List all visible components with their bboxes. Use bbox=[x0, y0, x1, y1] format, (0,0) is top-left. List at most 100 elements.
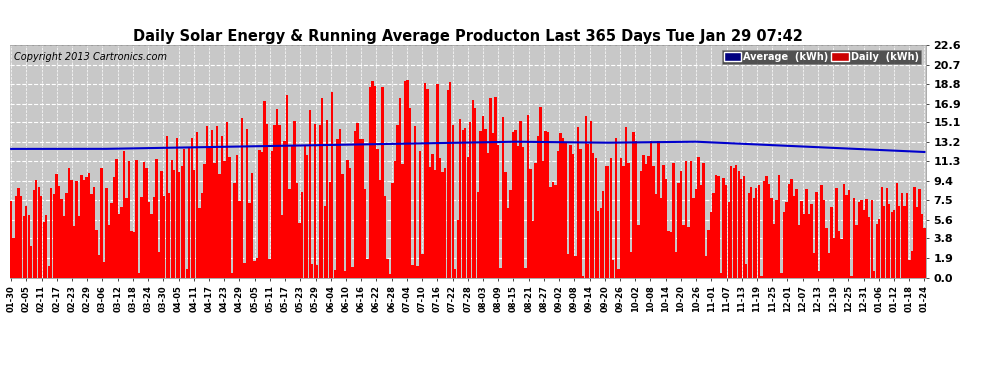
Bar bbox=[221, 136, 223, 278]
Bar bbox=[617, 269, 620, 278]
Bar bbox=[196, 132, 198, 278]
Bar bbox=[546, 132, 549, 278]
Bar bbox=[40, 195, 43, 278]
Bar bbox=[474, 108, 476, 278]
Bar bbox=[659, 198, 662, 278]
Bar bbox=[855, 225, 858, 278]
Bar bbox=[23, 216, 25, 278]
Bar bbox=[128, 161, 131, 278]
Bar bbox=[131, 231, 133, 278]
Bar bbox=[535, 162, 537, 278]
Bar bbox=[742, 176, 744, 278]
Bar bbox=[507, 209, 509, 278]
Bar bbox=[170, 160, 173, 278]
Bar bbox=[870, 200, 873, 278]
Bar bbox=[469, 122, 471, 278]
Bar bbox=[268, 259, 270, 278]
Bar bbox=[409, 108, 411, 278]
Bar bbox=[901, 194, 903, 278]
Bar bbox=[772, 224, 775, 278]
Bar bbox=[675, 252, 677, 278]
Bar bbox=[412, 265, 414, 278]
Bar bbox=[850, 276, 852, 278]
Bar bbox=[551, 182, 554, 278]
Bar bbox=[70, 180, 72, 278]
Bar bbox=[841, 239, 842, 278]
Bar bbox=[218, 174, 221, 278]
Bar bbox=[116, 159, 118, 278]
Bar bbox=[83, 180, 85, 278]
Bar bbox=[50, 188, 52, 278]
Bar bbox=[459, 119, 461, 278]
Bar bbox=[554, 184, 556, 278]
Bar bbox=[444, 168, 446, 278]
Bar bbox=[549, 187, 551, 278]
Bar bbox=[446, 90, 448, 278]
Bar bbox=[456, 220, 459, 278]
Bar bbox=[406, 80, 409, 278]
Bar bbox=[813, 253, 815, 278]
Bar bbox=[439, 158, 442, 278]
Bar bbox=[141, 197, 143, 278]
Bar bbox=[687, 227, 690, 278]
Bar bbox=[767, 184, 770, 278]
Bar bbox=[725, 185, 728, 278]
Bar bbox=[705, 256, 707, 278]
Bar bbox=[437, 84, 439, 278]
Bar bbox=[700, 184, 702, 278]
Bar bbox=[10, 201, 12, 278]
Bar bbox=[376, 149, 378, 278]
Bar bbox=[353, 131, 356, 278]
Bar bbox=[888, 204, 890, 278]
Bar bbox=[211, 130, 213, 278]
Bar bbox=[20, 196, 23, 278]
Bar bbox=[25, 206, 28, 278]
Bar bbox=[502, 117, 504, 278]
Bar bbox=[499, 268, 502, 278]
Bar bbox=[108, 225, 110, 278]
Bar bbox=[93, 188, 95, 278]
Bar bbox=[356, 123, 358, 278]
Bar bbox=[384, 196, 386, 278]
Bar bbox=[891, 212, 893, 278]
Bar bbox=[489, 99, 492, 278]
Bar bbox=[785, 202, 788, 278]
Bar bbox=[805, 189, 808, 278]
Bar bbox=[602, 191, 605, 278]
Bar bbox=[863, 210, 865, 278]
Bar bbox=[793, 196, 795, 278]
Bar bbox=[487, 153, 489, 278]
Bar bbox=[896, 183, 898, 278]
Text: Copyright 2013 Cartronics.com: Copyright 2013 Cartronics.com bbox=[15, 52, 167, 62]
Bar bbox=[223, 160, 226, 278]
Bar bbox=[747, 193, 750, 278]
Bar bbox=[451, 125, 453, 278]
Bar bbox=[419, 151, 422, 278]
Bar bbox=[525, 268, 527, 278]
Bar bbox=[582, 276, 584, 278]
Bar bbox=[612, 261, 615, 278]
Bar bbox=[113, 177, 115, 278]
Bar bbox=[118, 214, 120, 278]
Bar bbox=[527, 116, 530, 278]
Bar bbox=[818, 271, 820, 278]
Bar bbox=[615, 138, 617, 278]
Bar bbox=[605, 166, 607, 278]
Bar bbox=[715, 175, 718, 278]
Bar bbox=[627, 163, 630, 278]
Bar bbox=[906, 193, 908, 278]
Bar bbox=[750, 187, 752, 278]
Bar bbox=[427, 89, 429, 278]
Bar bbox=[677, 183, 680, 278]
Bar bbox=[348, 168, 351, 278]
Bar bbox=[311, 264, 314, 278]
Bar bbox=[520, 122, 522, 278]
Bar bbox=[273, 124, 276, 278]
Bar bbox=[191, 138, 193, 278]
Bar bbox=[625, 127, 627, 278]
Bar bbox=[165, 136, 168, 278]
Bar bbox=[760, 276, 762, 278]
Bar bbox=[454, 269, 456, 278]
Bar bbox=[858, 202, 860, 278]
Bar bbox=[434, 170, 437, 278]
